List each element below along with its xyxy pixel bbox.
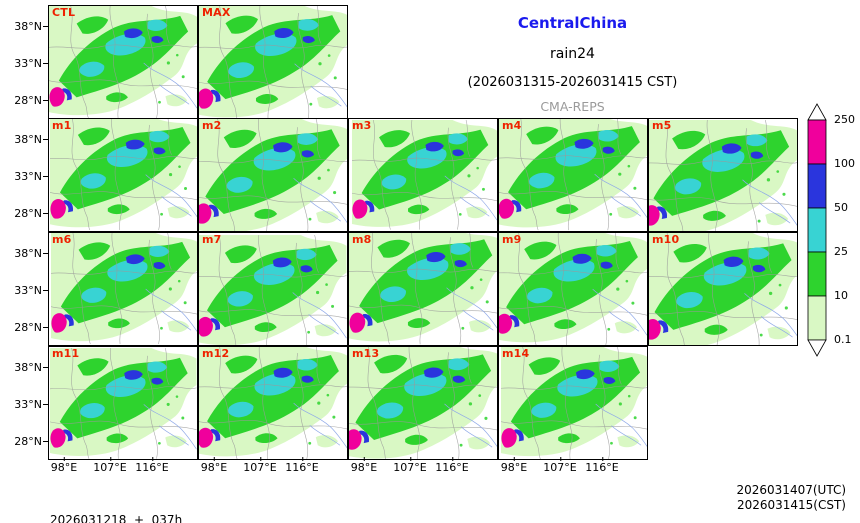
region-title: CentralChina <box>517 14 628 32</box>
map-panel-m2: m2 <box>198 118 348 232</box>
colorbar-tick: 50 <box>834 201 848 214</box>
map-panel-ctl: CTL <box>48 5 198 119</box>
x-axis-label: 98°E <box>500 457 528 474</box>
colorbar-tick: 10 <box>834 289 848 302</box>
map-panel-m14: m14 <box>498 346 648 460</box>
colorbar-graphic <box>807 103 827 357</box>
precipitation-field <box>49 233 197 345</box>
panel-label: m11 <box>52 347 80 360</box>
panel-label: m9 <box>502 233 522 246</box>
colorbar-tick: 100 <box>834 157 855 170</box>
precipitation-field <box>199 119 347 231</box>
x-axis-label: 107°E <box>543 457 577 474</box>
y-axis-label: 38°N <box>8 361 48 374</box>
colorbar-tick: 25 <box>834 245 848 258</box>
y-axis-label: 38°N <box>8 133 48 146</box>
map-panel-m10: m10 <box>648 232 798 346</box>
colorbar-seg-25-50 <box>807 207 827 253</box>
y-axis-label: 28°N <box>8 207 48 220</box>
panel-label: m13 <box>352 347 380 360</box>
precipitation-field <box>649 119 797 231</box>
map-panel-m4: m4 <box>498 118 648 232</box>
panel-label: m8 <box>352 233 372 246</box>
panel-label: m14 <box>502 347 530 360</box>
y-axis-label: 28°N <box>8 94 48 107</box>
panel-label: m10 <box>652 233 680 246</box>
y-axis-label: 33°N <box>8 284 48 297</box>
init-run-1: 2026031218 + 037h <box>50 513 183 523</box>
precipitation-field <box>499 347 647 459</box>
colorbar-seg-100-250 <box>807 119 827 165</box>
map-panel-m1: m1 <box>48 118 198 232</box>
valid-time-cst: 2026031415(CST) <box>736 498 846 512</box>
title-block: CentralChina rain24 (2026031315-20260314… <box>420 14 725 114</box>
colorbar-tick: 0.1 <box>834 333 852 346</box>
y-axis-label: 28°N <box>8 435 48 448</box>
y-axis-label: 28°N <box>8 321 48 334</box>
model-name: CMA-REPS <box>540 99 605 114</box>
x-axis-label: 116°E <box>435 457 469 474</box>
panel-label: m1 <box>52 119 72 132</box>
y-axis-label: 33°N <box>8 398 48 411</box>
x-axis-label: 98°E <box>350 457 378 474</box>
colorbar-seg-0.1-10 <box>807 295 827 341</box>
panel-label: m3 <box>352 119 372 132</box>
precipitation-field <box>49 6 197 118</box>
map-panel-m13: m13 <box>348 346 498 460</box>
precipitation-field <box>499 233 647 345</box>
panel-label: m12 <box>202 347 230 360</box>
precipitation-field <box>649 233 797 345</box>
init-times: 2026031218 + 037h 2026031302 + 037h <box>50 483 182 523</box>
panel-label: m6 <box>52 233 72 246</box>
x-axis-label: 116°E <box>285 457 319 474</box>
precipitation-field <box>349 233 497 345</box>
y-axis-label: 38°N <box>8 20 48 33</box>
map-panel-m12: m12 <box>198 346 348 460</box>
precipitation-field <box>199 233 347 345</box>
map-panel-m7: m7 <box>198 232 348 346</box>
variable-title: rain24 <box>550 46 595 62</box>
precipitation-field <box>199 347 347 459</box>
precipitation-field <box>199 6 347 118</box>
panel-label: m7 <box>202 233 222 246</box>
x-axis-label: 116°E <box>585 457 619 474</box>
colorbar-arrow-down <box>807 339 827 357</box>
x-axis-label: 98°E <box>200 457 228 474</box>
y-axis-label: 33°N <box>8 170 48 183</box>
panel-label: MAX <box>202 6 231 19</box>
precipitation-field <box>499 119 647 231</box>
precipitation-field <box>49 347 197 459</box>
x-axis-label: 116°E <box>135 457 169 474</box>
map-panel-m9: m9 <box>498 232 648 346</box>
precipitation-field <box>49 119 197 231</box>
precipitation-field <box>349 119 497 231</box>
colorbar: 250 100 50 25 10 0.1 <box>806 102 860 362</box>
precipitation-field <box>349 347 497 459</box>
panel-label: m2 <box>202 119 222 132</box>
valid-times: 2026031407(UTC) 2026031415(CST) <box>737 483 847 513</box>
colorbar-arrow-up <box>807 103 827 121</box>
map-panel-m6: m6 <box>48 232 198 346</box>
valid-time-utc: 2026031407(UTC) <box>736 483 847 497</box>
panel-label: CTL <box>52 6 76 19</box>
x-axis-label: 107°E <box>243 457 277 474</box>
x-axis-label: 107°E <box>93 457 127 474</box>
x-axis-label: 107°E <box>393 457 427 474</box>
map-panel-m5: m5 <box>648 118 798 232</box>
y-axis-label: 38°N <box>8 247 48 260</box>
y-axis-label: 33°N <box>8 57 48 70</box>
colorbar-tick: 250 <box>834 113 855 126</box>
panel-label: m4 <box>502 119 522 132</box>
map-panel-m3: m3 <box>348 118 498 232</box>
map-panel-m11: m11 <box>48 346 198 460</box>
colorbar-seg-10-25 <box>807 251 827 297</box>
panel-label: m5 <box>652 119 672 132</box>
map-panel-max: MAX <box>198 5 348 119</box>
colorbar-seg-50-100 <box>807 163 827 209</box>
valid-period: (2026031315-2026031415 CST) <box>467 75 678 90</box>
map-panel-m8: m8 <box>348 232 498 346</box>
x-axis-label: 98°E <box>50 457 78 474</box>
